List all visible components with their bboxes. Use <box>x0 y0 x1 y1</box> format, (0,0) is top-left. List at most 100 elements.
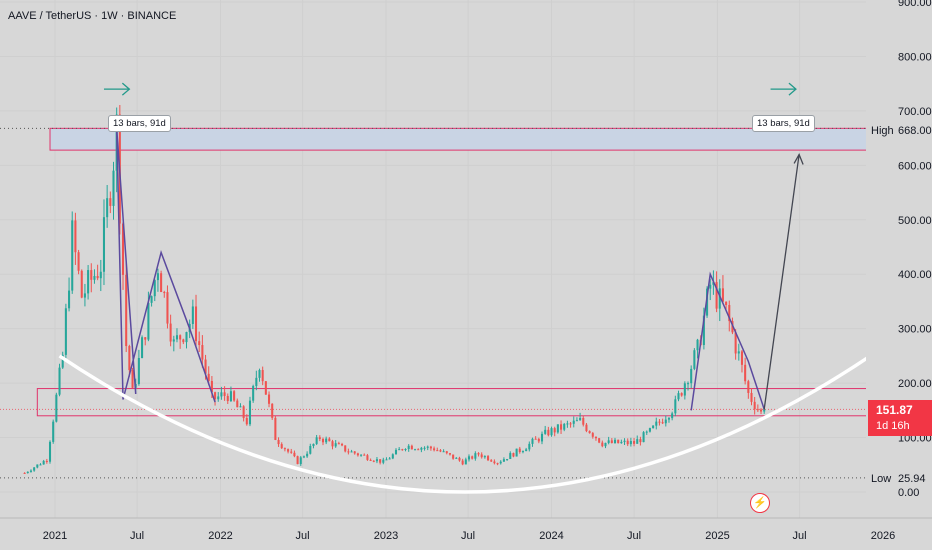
candle-body <box>128 346 131 371</box>
candle-body <box>658 421 661 423</box>
candle-body <box>350 451 353 453</box>
candle-body <box>64 308 67 355</box>
candle-body <box>499 461 502 464</box>
candle-body <box>334 443 337 447</box>
y-axis: 900.00 800.00 700.00 600.00 500.00 400.00 300.… <box>866 0 932 518</box>
candle-body <box>287 449 290 452</box>
candle-body <box>375 459 378 462</box>
candle-body <box>337 443 340 445</box>
candle-body <box>626 440 629 445</box>
pattern-line-0 <box>115 128 216 403</box>
candle-body <box>172 339 175 342</box>
candle-body <box>293 452 296 457</box>
candle-body <box>137 357 140 384</box>
candle-body <box>347 451 350 453</box>
candle-body <box>394 449 398 455</box>
candle-body <box>712 282 715 285</box>
candle-body <box>613 439 617 443</box>
candle-body <box>509 453 512 460</box>
candle-body <box>328 438 331 442</box>
candle-body <box>585 424 588 432</box>
y-tick-label: 300.00 <box>898 324 932 336</box>
measure-label-right: 13 bars, 91d <box>752 115 815 132</box>
candle-body <box>356 453 359 456</box>
candle-body <box>201 345 204 360</box>
candle-body <box>455 457 458 459</box>
candle-body <box>23 472 26 474</box>
candle-body <box>452 454 455 459</box>
candle-body <box>388 458 391 460</box>
x-tick-label: 2024 <box>539 530 563 542</box>
candle-body <box>242 406 245 419</box>
candle-body <box>645 431 648 433</box>
candle-body <box>207 373 210 381</box>
candle-body <box>648 428 651 432</box>
candle-body <box>277 439 280 445</box>
candle-body <box>264 381 267 395</box>
candle-body <box>125 274 128 347</box>
measure-arrowhead-0 <box>121 82 131 96</box>
candle-body <box>556 424 559 433</box>
candle-body <box>693 350 696 369</box>
candle-body <box>360 454 363 456</box>
candle-body <box>740 351 744 365</box>
candle-body <box>169 323 172 342</box>
candle-body <box>147 302 150 340</box>
candle-body <box>106 198 109 218</box>
candle-body <box>166 292 169 324</box>
candle-body <box>302 456 305 458</box>
candle-body <box>515 448 518 457</box>
y-tick-label: 0.00 <box>898 487 919 499</box>
candle-body <box>426 446 429 448</box>
candle-body <box>226 395 229 402</box>
candle-body <box>414 449 417 451</box>
candle-body <box>229 391 232 402</box>
lightning-icon[interactable]: ⚡ <box>750 493 770 513</box>
candle-body <box>661 422 664 424</box>
candle-body <box>26 471 29 473</box>
candle-body <box>236 400 239 408</box>
pattern-line-1 <box>690 271 765 411</box>
candle-body <box>521 451 524 453</box>
candle-body <box>664 419 667 424</box>
candles <box>23 105 766 474</box>
candle-body <box>563 423 566 430</box>
resistance-zone <box>49 127 870 151</box>
candle-body <box>671 413 674 419</box>
y-tick-label: 900.00 <box>898 0 932 9</box>
candle-body <box>299 457 302 465</box>
candle-body <box>150 296 153 303</box>
candle-body <box>210 380 213 393</box>
candle-body <box>280 444 283 449</box>
candle-body <box>74 220 77 253</box>
candle-body <box>271 403 274 418</box>
candle-body <box>591 433 594 437</box>
candle-body <box>429 446 432 449</box>
x-tick-label: 2025 <box>705 530 729 542</box>
candle-body <box>483 456 486 458</box>
candle-body <box>309 446 312 454</box>
bar-countdown: 1d 16h <box>876 420 910 432</box>
candle-body <box>93 275 96 280</box>
candle-body <box>407 445 410 450</box>
x-tick-label: Jul <box>793 530 807 542</box>
drawings <box>58 82 880 494</box>
candle-body <box>667 418 671 420</box>
candle-body <box>528 443 531 450</box>
candle-body <box>721 288 724 302</box>
candle-body <box>493 461 496 464</box>
x-tick-label: 2023 <box>374 530 398 542</box>
candle-body <box>404 449 407 451</box>
low-tag-value: 25.94 <box>898 473 926 485</box>
candle-body <box>163 292 166 294</box>
measure-label-left: 13 bars, 91d <box>108 115 171 132</box>
candle-body <box>620 441 623 444</box>
candle-body <box>252 385 255 401</box>
candle-body <box>674 399 677 414</box>
symbol-title[interactable]: AAVE / TetherUS · 1W · BINANCE <box>8 10 177 22</box>
candle-body <box>550 428 553 436</box>
last-price: 151.87 <box>876 403 913 417</box>
